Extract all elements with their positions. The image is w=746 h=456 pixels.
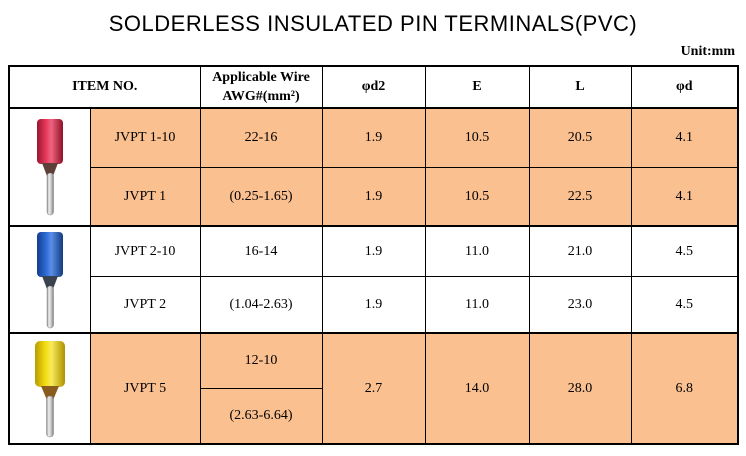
phi-d-cell: 6.8 <box>630 332 739 445</box>
header-wire-line2: AWG#(mm²) <box>222 89 300 104</box>
phi-d-cell: 4.1 <box>630 107 739 168</box>
wire-range-cell: (0.25-1.65) <box>199 166 323 227</box>
e-cell: 14.0 <box>424 332 530 445</box>
e-cell: 11.0 <box>424 275 530 334</box>
terminal-image-cell <box>8 225 91 334</box>
header-e: E <box>424 65 530 109</box>
l-cell: 28.0 <box>528 332 632 445</box>
wire-range-cell: 16-14 <box>199 225 323 277</box>
header-applicable-wire: Applicable Wire AWG#(mm²) <box>199 65 323 109</box>
terminal-image-cell <box>8 332 91 445</box>
l-cell: 22.5 <box>528 166 632 227</box>
l-cell: 23.0 <box>528 275 632 334</box>
phi-d-cell: 4.5 <box>630 275 739 334</box>
e-cell: 11.0 <box>424 225 530 277</box>
spec-table: ITEM NO. Applicable Wire AWG#(mm²) φd2 E… <box>8 65 739 445</box>
l-cell: 20.5 <box>528 107 632 168</box>
table-row: (2.63-6.64) <box>9 387 738 445</box>
item-no-cell: JVPT 2-10 <box>89 225 201 277</box>
phi-d-cell: 4.5 <box>630 225 739 277</box>
blue-pin-terminal-image <box>36 231 63 328</box>
header-phi-d: φd <box>630 65 739 109</box>
e-cell: 10.5 <box>424 166 530 227</box>
l-cell: 21.0 <box>528 225 632 277</box>
phi-d2-cell: 1.9 <box>321 107 426 168</box>
phi-d-cell: 4.1 <box>630 166 739 227</box>
item-no-cell: JVPT 1 <box>89 166 201 227</box>
wire-range-cell: 12-10 <box>199 332 323 389</box>
table-row: JVPT 2-10 16-14 1.9 11.0 21.0 4.5 <box>8 225 739 334</box>
wire-range-cell: (2.63-6.64) <box>199 387 323 445</box>
item-no-cell: JVPT 1-10 <box>89 107 201 168</box>
item-no-cell: JVPT 2 <box>89 275 201 334</box>
table-row: JVPT 1-10 22-16 1.9 10.5 20.5 4.1 <box>8 107 739 227</box>
header-row: ITEM NO. Applicable Wire AWG#(mm²) φd2 E… <box>8 65 739 109</box>
table-row: JVPT 5 12-10 2.7 14.0 28.0 6.8 <box>8 332 739 445</box>
yellow-pin-terminal-image <box>34 340 65 437</box>
phi-d2-cell: 1.9 <box>321 225 426 277</box>
phi-d2-cell: 1.9 <box>321 166 426 227</box>
terminal-image-cell <box>8 107 91 227</box>
table-row: JVPT 1 (0.25-1.65) 1.9 10.5 22.5 4.1 <box>9 166 739 227</box>
header-phi-d2: φd2 <box>321 65 426 109</box>
header-wire-line1: Applicable Wire <box>212 70 310 85</box>
unit-label: Unit:mm <box>680 44 735 59</box>
header-item-no: ITEM NO. <box>8 65 201 109</box>
table-row: JVPT 2 (1.04-2.63) 1.9 11.0 23.0 4.5 <box>9 275 739 334</box>
wire-range-cell: (1.04-2.63) <box>199 275 323 334</box>
wire-range-cell: 22-16 <box>199 107 323 168</box>
phi-d2-cell: 2.7 <box>321 332 426 445</box>
page-title: SOLDERLESS INSULATED PIN TERMINALS(PVC) <box>108 11 638 36</box>
red-pin-terminal-image <box>36 119 63 216</box>
item-no-cell: JVPT 5 <box>89 332 201 445</box>
phi-d2-cell: 1.9 <box>321 275 426 334</box>
header-l: L <box>528 65 632 109</box>
e-cell: 10.5 <box>424 107 530 168</box>
